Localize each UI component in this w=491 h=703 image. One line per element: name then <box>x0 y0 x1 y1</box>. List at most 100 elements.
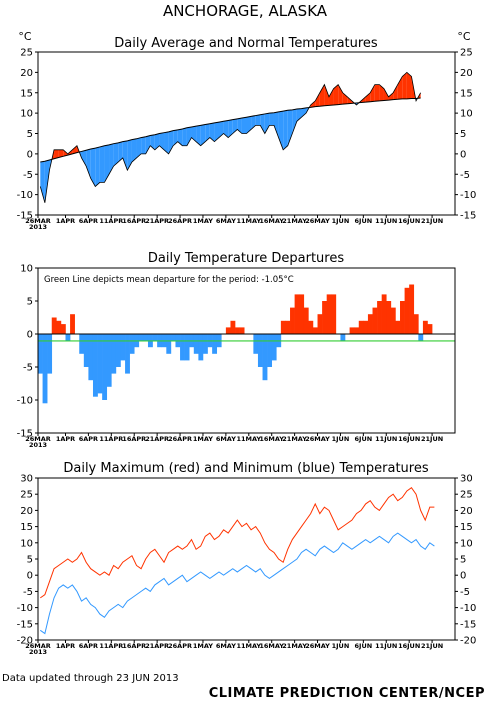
x-tick-label: 21APR <box>145 217 169 225</box>
departure-bar <box>285 320 291 334</box>
x-tick-label: 6MAY <box>216 642 236 650</box>
departure-area <box>40 161 45 203</box>
departure-area <box>58 149 64 158</box>
y-tick-label: -15 <box>17 619 33 630</box>
x-tick-label: 26APR <box>168 642 192 650</box>
departure-bar <box>129 334 135 354</box>
departure-bar <box>372 307 378 334</box>
departure-bar <box>120 334 126 361</box>
departure-bar <box>404 287 410 334</box>
departure-bar <box>390 307 396 334</box>
departure-bar <box>317 314 323 334</box>
departure-area <box>333 84 339 105</box>
departure-area <box>109 143 114 175</box>
departure-area <box>388 92 394 101</box>
x-tick-label: 26MAY <box>305 435 330 443</box>
departure-area <box>177 129 183 146</box>
daily-average-line <box>39 71 421 203</box>
departure-area <box>214 122 220 142</box>
y-tick-label-right: 20 <box>460 68 473 79</box>
avg-normal-chart: Daily Average and Normal Temperatures °C °… <box>17 30 477 231</box>
x-tick-label: 21APR <box>145 642 169 650</box>
x-tick-label: 16MAY <box>259 217 284 225</box>
x-tick-label: 16JUN <box>398 435 420 443</box>
departure-area <box>269 112 274 126</box>
departure-bar <box>38 334 43 374</box>
departure-area <box>173 129 178 146</box>
max-temp-line <box>40 487 435 599</box>
departure-bar <box>56 320 62 334</box>
x-tick-label: 26MAR <box>25 217 51 225</box>
departure-bar <box>235 327 240 334</box>
departure-bar <box>102 334 108 400</box>
departure-bar <box>212 334 218 354</box>
departure-area <box>324 84 329 106</box>
departure-area <box>283 110 288 150</box>
x-tick-label: 1APR <box>56 435 75 443</box>
y-tick-label: 15 <box>20 522 33 533</box>
chart-title: Daily Maximum (red) and Minimum (blue) T… <box>63 461 428 476</box>
departure-bar <box>42 334 48 404</box>
departure-bar <box>322 301 327 334</box>
departure-area <box>365 92 371 103</box>
departure-area <box>200 124 206 146</box>
y-tick-label-right: 10 <box>460 538 473 549</box>
x-tick-label: 1APR <box>56 217 75 225</box>
departure-area <box>383 88 389 101</box>
departure-bar <box>70 314 75 334</box>
departure-bar <box>280 320 286 334</box>
x-year-label: 2013 <box>29 441 47 449</box>
departure-area <box>301 107 307 118</box>
departure-area <box>241 117 247 134</box>
departure-area <box>63 149 68 157</box>
departure-area <box>81 150 87 167</box>
departure-bar <box>303 307 309 334</box>
departure-area <box>310 100 316 108</box>
departure-area <box>136 137 142 158</box>
y-tick-label: -20 <box>17 636 33 647</box>
departure-bar <box>88 334 94 381</box>
departure-bar <box>308 320 314 334</box>
credit-label: CLIMATE PREDICTION CENTER/NCEP <box>208 686 485 701</box>
departure-bar <box>418 334 424 341</box>
x-tick-label: 6APR <box>79 217 98 225</box>
normal-line <box>40 97 421 163</box>
x-tick-label: 11MAY <box>236 435 261 443</box>
departure-area <box>154 133 160 150</box>
departure-area <box>402 72 407 99</box>
departure-bar <box>340 334 346 341</box>
x-tick-label: 21JUN <box>421 217 443 225</box>
departure-bar <box>253 334 259 354</box>
y-tick-label: 25 <box>20 48 33 59</box>
departure-area <box>338 84 343 105</box>
departure-bar <box>400 301 405 334</box>
x-year-label: 2013 <box>29 223 47 231</box>
departure-area <box>397 76 403 100</box>
departure-area <box>393 84 398 100</box>
departure-area <box>374 84 380 102</box>
departure-bar <box>363 320 369 334</box>
y-tick-label-right: -10 <box>460 603 476 614</box>
departure-bar <box>180 334 185 361</box>
y-tick-label: 5 <box>27 555 33 566</box>
departure-bar <box>290 307 295 334</box>
departure-area <box>90 148 96 187</box>
x-tick-label: 11MAY <box>236 217 261 225</box>
departure-bar <box>294 294 300 334</box>
x-tick-label: 11APR <box>99 435 123 443</box>
departure-bar <box>115 334 121 367</box>
x-tick-label: 26APR <box>168 217 192 225</box>
departure-bar <box>92 334 98 397</box>
departure-area <box>255 114 261 126</box>
departure-bar <box>312 327 318 334</box>
departure-bar <box>202 334 208 354</box>
departure-area <box>118 141 123 163</box>
departure-area <box>273 111 279 138</box>
y-tick-label: -5 <box>23 363 33 374</box>
departure-area <box>141 136 146 154</box>
plot-frame <box>37 477 456 641</box>
departure-chart: Daily Temperature Departures Green Line d… <box>17 251 456 449</box>
departure-bar <box>225 327 231 334</box>
departure-bar <box>170 334 176 341</box>
departure-bar <box>386 301 392 334</box>
